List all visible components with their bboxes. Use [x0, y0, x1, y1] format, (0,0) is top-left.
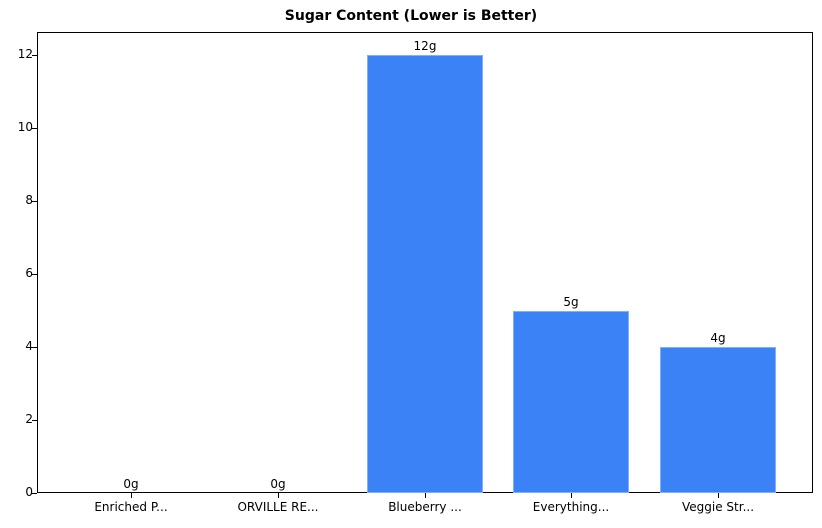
x-tick-label: Enriched P... — [94, 500, 168, 514]
y-tick-label: 10 — [17, 120, 33, 134]
bar-value-label: 0g — [123, 477, 139, 491]
x-tick-label: ORVILLE RE... — [237, 500, 319, 514]
bar — [660, 347, 776, 493]
y-tick-mark — [32, 128, 37, 129]
bar-value-label: 0g — [270, 477, 286, 491]
x-tick-label: Veggie Str... — [681, 500, 755, 514]
y-tick-mark — [32, 201, 37, 202]
x-tick-label: Blueberry ... — [388, 500, 462, 514]
bar-value-label: 12g — [413, 39, 437, 53]
y-tick-label: 12 — [17, 47, 33, 61]
y-tick-mark — [32, 55, 37, 56]
x-tick-mark — [571, 493, 572, 498]
y-tick-label: 0 — [25, 485, 33, 499]
y-tick-mark — [32, 347, 37, 348]
chart-title: Sugar Content (Lower is Better) — [284, 8, 538, 24]
x-tick-mark — [278, 493, 279, 498]
x-tick-label: Everything... — [532, 500, 610, 514]
bar-value-label: 4g — [710, 331, 726, 345]
y-tick-label: 4 — [25, 339, 33, 353]
x-tick-mark — [425, 493, 426, 498]
y-tick-mark — [32, 274, 37, 275]
bar — [513, 310, 629, 493]
y-tick-label: 2 — [25, 412, 33, 426]
x-tick-mark — [718, 493, 719, 498]
bar-value-label: 5g — [563, 294, 579, 309]
y-tick-label: 6 — [25, 266, 33, 280]
bar — [367, 55, 483, 493]
x-tick-mark — [131, 493, 132, 498]
y-tick-mark — [32, 420, 37, 421]
y-tick-label: 8 — [25, 193, 33, 207]
y-tick-mark — [32, 493, 37, 494]
